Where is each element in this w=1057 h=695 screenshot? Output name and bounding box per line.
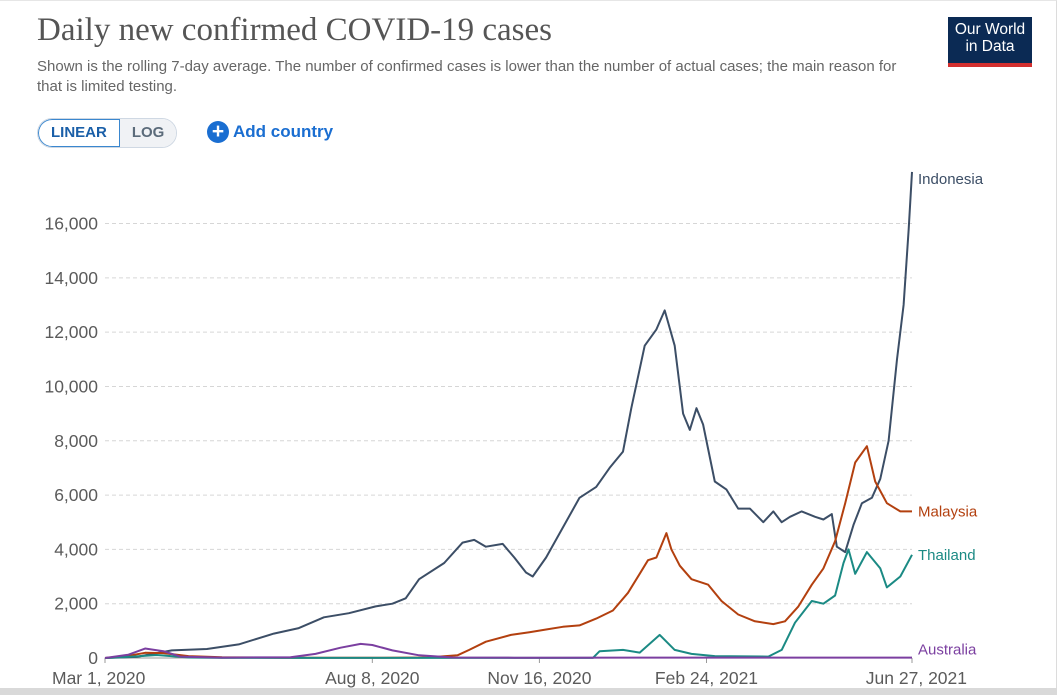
y-tick-label: 14,000: [44, 268, 98, 288]
logo-line-1: Our World: [954, 21, 1026, 38]
horizontal-scrollbar[interactable]: [0, 688, 1057, 695]
y-tick-label: 16,000: [44, 214, 98, 234]
series-line-indonesia[interactable]: [104, 171, 913, 659]
series-label-malaysia[interactable]: Malaysia: [918, 503, 978, 520]
linear-scale-button[interactable]: LINEAR: [38, 119, 120, 147]
x-tick-label: Mar 1, 2020: [52, 668, 146, 688]
series-label-australia[interactable]: Australia: [918, 642, 977, 659]
y-tick-label: 10,000: [44, 376, 98, 396]
x-tick-label: Nov 16, 2020: [487, 668, 591, 688]
scale-toggle: LINEAR LOG: [37, 118, 178, 148]
x-axis-ticks: Mar 1, 2020 Aug 8, 2020 Nov 16, 2020 Feb 24…: [52, 658, 967, 688]
series-label-thailand[interactable]: Thailand: [918, 547, 976, 564]
add-country-button[interactable]: + Add country: [207, 120, 333, 144]
owid-logo[interactable]: Our World in Data: [948, 17, 1032, 67]
y-tick-label: 4,000: [54, 539, 98, 559]
series-line-thailand[interactable]: [104, 548, 913, 659]
y-tick-label: 8,000: [54, 431, 98, 451]
x-tick-label: Jun 27, 2021: [866, 668, 967, 688]
series-lines: [104, 171, 913, 659]
grid-lines: [105, 223, 912, 659]
series-label-indonesia[interactable]: Indonesia: [918, 171, 984, 188]
series-labels: Indonesia Malaysia Thailand Australia: [918, 171, 984, 659]
y-tick-label: 0: [88, 648, 98, 668]
plus-circle-icon: +: [207, 121, 229, 143]
y-tick-label: 6,000: [54, 485, 98, 505]
x-tick-label: Feb 24, 2021: [655, 668, 758, 688]
chart-title: Daily new confirmed COVID-19 cases: [37, 12, 553, 48]
chart-subtitle: Shown is the rolling 7-day average. The …: [37, 58, 897, 95]
y-tick-label: 12,000: [44, 322, 98, 342]
x-tick-label: Aug 8, 2020: [325, 668, 420, 688]
series-line-australia[interactable]: [104, 642, 913, 659]
logo-line-2: in Data: [965, 38, 1015, 55]
y-axis-ticks: 0 2,000 4,000 6,000 8,000 10,000 12,000 14,000 1…: [44, 214, 98, 669]
log-scale-button[interactable]: LOG: [119, 119, 177, 147]
y-tick-label: 2,000: [54, 594, 98, 614]
add-country-label: Add country: [233, 122, 334, 141]
